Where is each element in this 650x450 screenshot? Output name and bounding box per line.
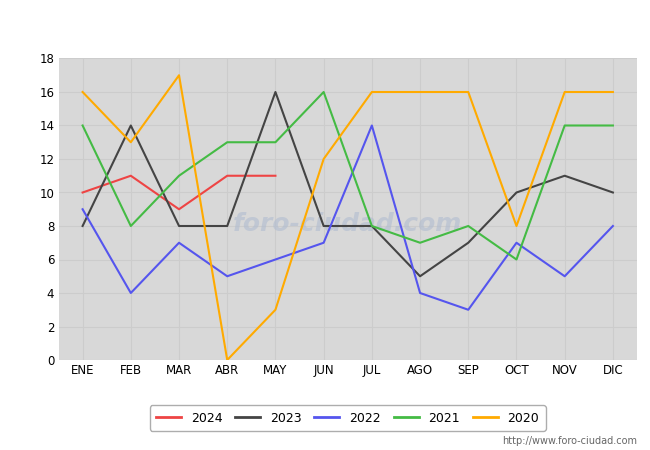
Line: 2021: 2021 <box>83 92 613 260</box>
2024 <box>175 207 183 212</box>
2021 <box>609 123 617 128</box>
2023 <box>464 240 472 245</box>
2021 <box>368 223 376 229</box>
2020 <box>320 156 328 162</box>
2022 <box>609 223 617 229</box>
2020 <box>609 89 617 94</box>
2023 <box>561 173 569 179</box>
2023 <box>320 223 328 229</box>
2021 <box>416 240 424 245</box>
Line: 2024: 2024 <box>83 176 276 209</box>
2024 <box>224 173 231 179</box>
2020 <box>224 357 231 363</box>
2021 <box>175 173 183 179</box>
2021 <box>464 223 472 229</box>
2023 <box>272 89 280 94</box>
2020 <box>272 307 280 312</box>
2023 <box>609 190 617 195</box>
Legend: 2024, 2023, 2022, 2021, 2020: 2024, 2023, 2022, 2021, 2020 <box>150 405 545 431</box>
2021 <box>127 223 135 229</box>
2024 <box>272 173 280 179</box>
2021 <box>513 257 521 262</box>
2020 <box>464 89 472 94</box>
2020 <box>561 89 569 94</box>
2023 <box>368 223 376 229</box>
Line: 2022: 2022 <box>83 126 613 310</box>
2020 <box>368 89 376 94</box>
2022 <box>464 307 472 312</box>
2021 <box>272 140 280 145</box>
2022 <box>272 257 280 262</box>
2022 <box>368 123 376 128</box>
2020 <box>175 72 183 78</box>
Text: http://www.foro-ciudad.com: http://www.foro-ciudad.com <box>502 436 637 446</box>
Line: 2020: 2020 <box>83 75 613 360</box>
2022 <box>416 290 424 296</box>
2022 <box>513 240 521 245</box>
2021 <box>320 89 328 94</box>
2022 <box>561 274 569 279</box>
Line: 2023: 2023 <box>83 92 613 276</box>
2020 <box>79 89 86 94</box>
2021 <box>561 123 569 128</box>
2020 <box>513 223 521 229</box>
2022 <box>175 240 183 245</box>
2023 <box>127 123 135 128</box>
Text: foro-ciudad.com: foro-ciudad.com <box>233 212 462 236</box>
Text: Matriculaciones de Vehiculos en Albaida: Matriculaciones de Vehiculos en Albaida <box>159 16 491 34</box>
2022 <box>79 207 86 212</box>
2021 <box>79 123 86 128</box>
2020 <box>416 89 424 94</box>
2023 <box>513 190 521 195</box>
2021 <box>224 140 231 145</box>
2024 <box>79 190 86 195</box>
2022 <box>224 274 231 279</box>
2023 <box>175 223 183 229</box>
2022 <box>320 240 328 245</box>
2024 <box>127 173 135 179</box>
2022 <box>127 290 135 296</box>
2020 <box>127 140 135 145</box>
2023 <box>416 274 424 279</box>
2023 <box>224 223 231 229</box>
2023 <box>79 223 86 229</box>
